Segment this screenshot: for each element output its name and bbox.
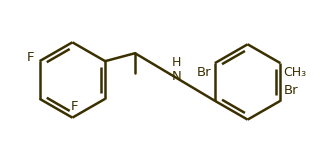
Text: Br: Br bbox=[283, 84, 298, 97]
Text: F: F bbox=[71, 100, 78, 113]
Text: N: N bbox=[172, 70, 182, 83]
Text: F: F bbox=[27, 51, 35, 64]
Text: CH₃: CH₃ bbox=[283, 66, 307, 79]
Text: Br: Br bbox=[197, 66, 212, 79]
Text: H: H bbox=[172, 56, 182, 69]
